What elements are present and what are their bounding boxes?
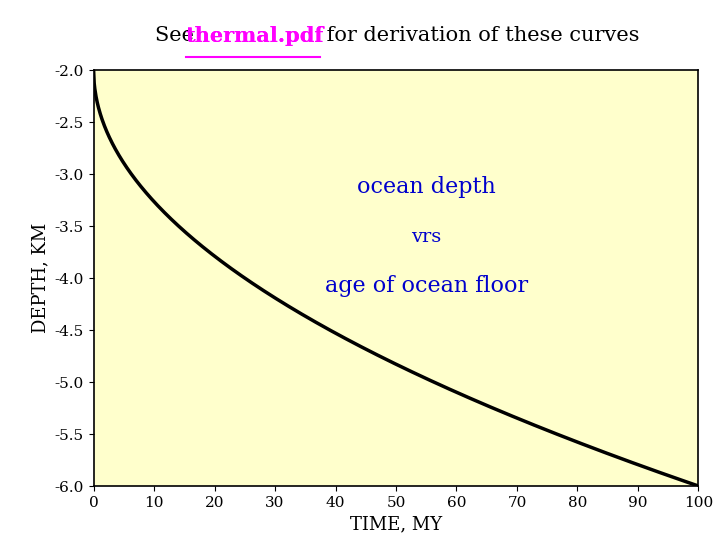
Y-axis label: DEPTH, KM: DEPTH, KM (31, 223, 49, 333)
Text: See: See (155, 26, 200, 45)
Text: thermal.pdf: thermal.pdf (186, 25, 324, 46)
Text: for derivation of these curves: for derivation of these curves (320, 26, 640, 45)
Text: vrs: vrs (411, 227, 441, 246)
Text: thermal.pdf: thermal.pdf (186, 25, 324, 46)
Text: ocean depth: ocean depth (357, 176, 495, 198)
Text: age of ocean floor: age of ocean floor (325, 275, 528, 298)
X-axis label: TIME, MY: TIME, MY (350, 515, 442, 534)
